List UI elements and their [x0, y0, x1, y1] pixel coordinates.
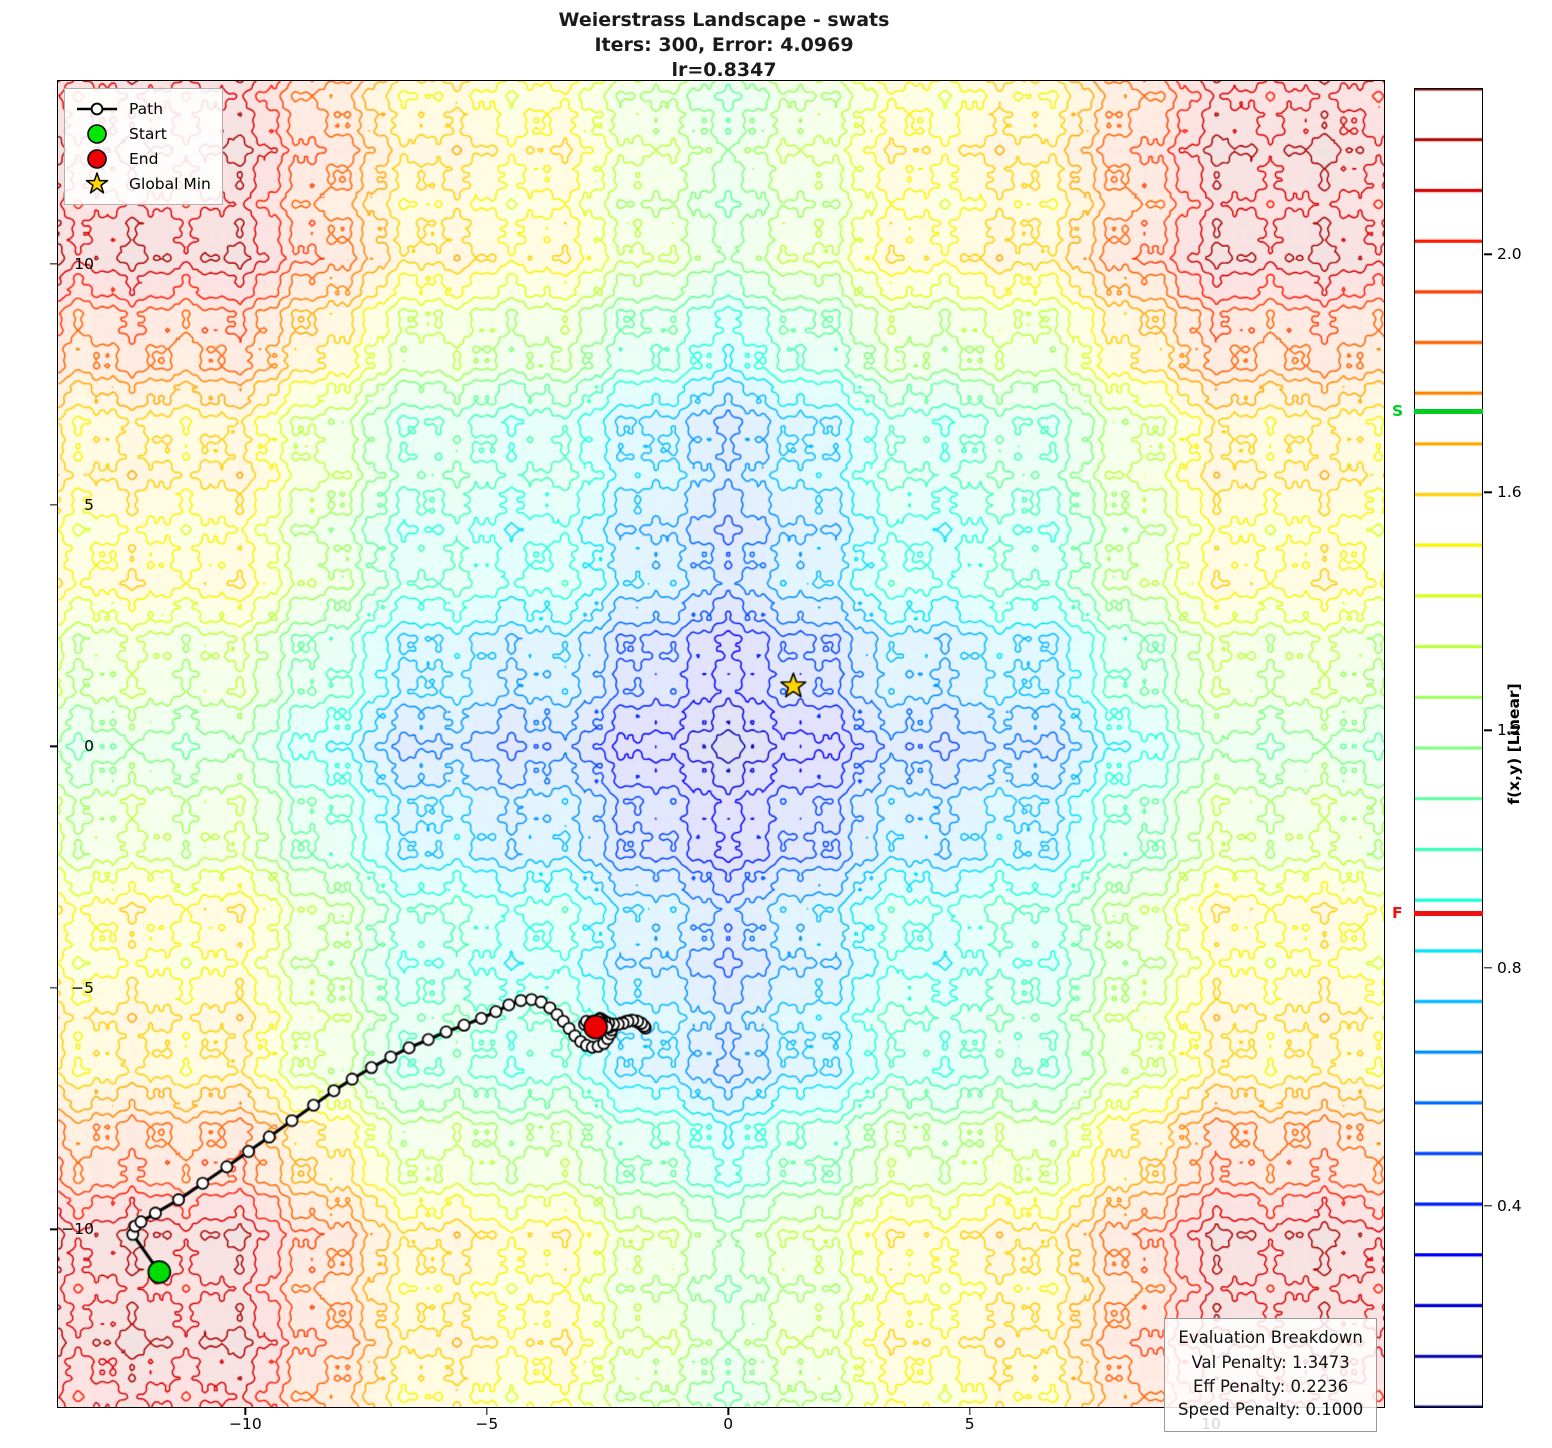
evaluation-breakdown-box: Evaluation Breakdown Val Penalty: 1.3473… [1164, 1318, 1378, 1432]
colorbar-tick-label: 0.8 [1497, 959, 1522, 977]
colorbar-tick-label: 1.6 [1497, 483, 1522, 502]
title-line-3: lr=0.8347 [671, 59, 777, 82]
yellow-star-icon [74, 171, 120, 196]
title-line-1: Weierstrass Landscape - swats [558, 9, 890, 31]
path-line-marker-icon [74, 96, 120, 121]
y-axis-tick-label: 0 [84, 737, 94, 756]
colorbar [1414, 88, 1483, 1408]
title-line-2: Iters: 300, Error: 4.0969 [594, 34, 854, 57]
colorbar-start-end-markers [0, 0, 1406, 1448]
legend-item-global-min: Global Min [74, 171, 211, 196]
x-axis-tick-label: 0 [723, 1415, 734, 1433]
colorbar-tick-label: 2.0 [1497, 245, 1522, 264]
x-axis-tick-label: 5 [964, 1415, 975, 1433]
colorbar-tick-mark [1484, 1205, 1492, 1207]
y-axis-tick-label: 10 [74, 254, 94, 273]
colorbar-axis-label: f(x,y) [Linear] [1505, 683, 1523, 805]
plot-legend: Path Start End Global M [64, 88, 223, 205]
x-axis-tick-mark [244, 1408, 246, 1415]
y-axis-tick-mark [50, 1228, 57, 1230]
colorbar-tick-mark [1484, 253, 1492, 256]
eval-title: Evaluation Breakdown [1178, 1328, 1363, 1347]
x-axis-tick-mark [486, 1408, 488, 1415]
y-axis-tick-label: −5 [71, 978, 94, 997]
x-axis-tick-mark [727, 1408, 729, 1415]
chart-title: Weierstrass Landscape - swats Iters: 300… [0, 8, 1448, 83]
colorbar-tick-mark [1484, 729, 1492, 731]
y-axis-tick-mark [50, 262, 57, 265]
colorbar-end-marker-label: F [1392, 904, 1403, 923]
optimizer-path-overlay [58, 81, 1384, 1407]
eval-row-eff: Eff Penalty: 0.2236 [1192, 1376, 1349, 1396]
y-axis-tick-mark [50, 504, 57, 506]
colorbar-start-level-line [1414, 408, 1483, 414]
eval-row-speed: Speed Penalty: 0.1000 [1178, 1400, 1364, 1420]
x-axis-tick-label: −10 [228, 1415, 262, 1433]
y-axis-tick-mark [50, 745, 57, 748]
legend-label-start: Start [129, 124, 167, 143]
colorbar-end-level-line [1414, 910, 1483, 916]
main-plot-axes [57, 80, 1385, 1408]
green-dot-icon [74, 121, 120, 146]
colorbar-start-marker-label: S [1392, 402, 1404, 421]
legend-item-end: End [74, 146, 211, 171]
legend-item-path: Path [74, 96, 211, 121]
red-dot-icon [74, 146, 120, 171]
y-axis-tick-label: −10 [61, 1220, 94, 1239]
x-axis-tick-mark [969, 1408, 971, 1415]
x-axis-tick-label: −5 [475, 1415, 499, 1433]
colorbar-levels [1415, 89, 1482, 1407]
y-axis-tick-mark [50, 987, 57, 989]
legend-item-start: Start [74, 121, 211, 146]
colorbar-tick-label: 0.4 [1497, 1196, 1522, 1215]
colorbar-tick-mark [1484, 491, 1492, 494]
colorbar-tick-label: 1.2 [1497, 721, 1522, 740]
colorbar-tick-mark [1484, 967, 1492, 969]
legend-label-path: Path [129, 99, 164, 118]
y-axis-tick-label: 5 [84, 495, 94, 514]
legend-label-global-min: Global Min [129, 174, 211, 193]
legend-label-end: End [129, 149, 159, 168]
eval-row-val: Val Penalty: 1.3473 [1191, 1352, 1350, 1372]
